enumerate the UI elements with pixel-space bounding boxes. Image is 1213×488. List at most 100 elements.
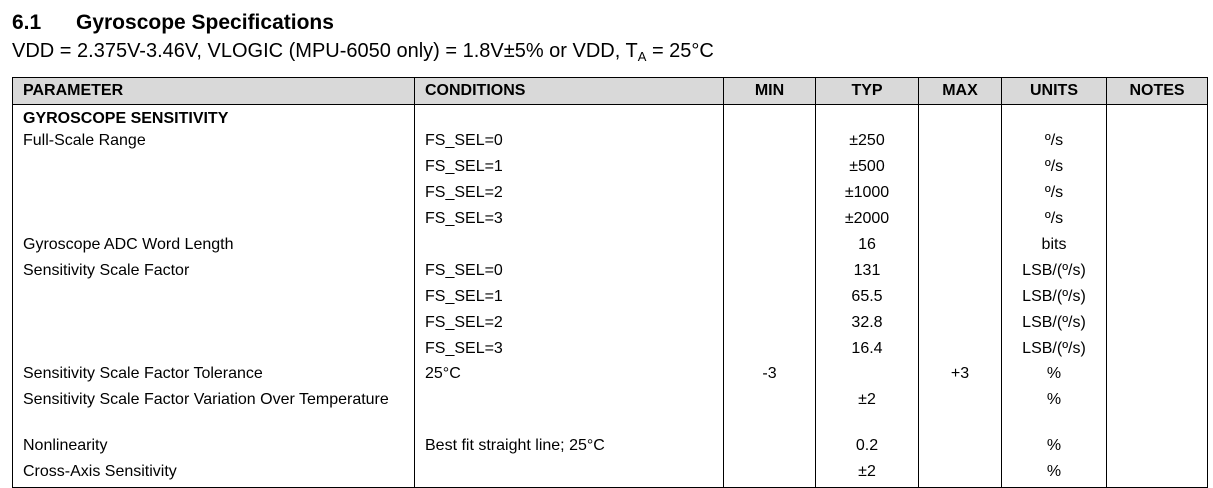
table-row: Gyroscope ADC Word Length 16 bits bbox=[12, 233, 1208, 260]
cell-units: % bbox=[1001, 461, 1107, 488]
cell-notes bbox=[1106, 363, 1208, 390]
cell-typ: ±1000 bbox=[815, 182, 919, 209]
cell-conditions: FS_SEL=0 bbox=[414, 130, 724, 157]
cell-notes bbox=[1106, 337, 1208, 364]
cell-max bbox=[918, 285, 1002, 312]
header-units: UNITS bbox=[1001, 77, 1107, 105]
table-row: Sensitivity Scale Factor Tolerance 25°C -3… bbox=[12, 363, 1208, 390]
cell-max bbox=[918, 311, 1002, 338]
cell-units: % bbox=[1001, 363, 1107, 390]
cell-min bbox=[723, 130, 816, 157]
cell-conditions bbox=[414, 461, 724, 488]
cell-max: +3 bbox=[918, 363, 1002, 390]
table-body: GYROSCOPE SENSITIVITY Full-Scale Range FS_… bbox=[12, 104, 1208, 488]
cell-typ: 65.5 bbox=[815, 285, 919, 312]
cell-conditions: 25°C bbox=[414, 363, 724, 390]
cell-parameter: Full-Scale Range bbox=[12, 130, 415, 157]
cell-notes bbox=[1106, 208, 1208, 234]
header-notes: NOTES bbox=[1106, 77, 1208, 105]
cell-parameter bbox=[12, 156, 415, 183]
cell-parameter bbox=[12, 182, 415, 209]
cell-parameter: Sensitivity Scale Factor Variation Over … bbox=[12, 389, 415, 436]
cell-typ: ±500 bbox=[815, 156, 919, 183]
table-row: Full-Scale Range FS_SEL=0 ±250 º/s bbox=[12, 130, 1208, 157]
table-row: Sensitivity Scale Factor FS_SEL=0 131 LSB/(… bbox=[12, 259, 1208, 286]
cell-max bbox=[918, 130, 1002, 157]
cell-notes bbox=[1106, 182, 1208, 209]
cell-max bbox=[918, 182, 1002, 209]
cell-max bbox=[918, 337, 1002, 364]
header-min: MIN bbox=[723, 77, 816, 105]
cell-conditions: FS_SEL=3 bbox=[414, 208, 724, 234]
cell-typ: 131 bbox=[815, 259, 919, 286]
cell-max bbox=[918, 389, 1002, 436]
conditions-subscript: A bbox=[637, 49, 647, 64]
cell-min bbox=[723, 233, 816, 260]
cell-max bbox=[918, 259, 1002, 286]
cell-typ bbox=[815, 104, 919, 131]
cell-notes bbox=[1106, 461, 1208, 488]
cell-max bbox=[918, 461, 1002, 488]
cell-conditions: FS_SEL=3 bbox=[414, 337, 724, 364]
cell-min bbox=[723, 389, 816, 436]
cell-notes bbox=[1106, 285, 1208, 312]
table-header-row: PARAMETER CONDITIONS MIN TYP MAX UNITS N… bbox=[12, 77, 1208, 105]
cell-parameter: Nonlinearity bbox=[12, 435, 415, 462]
cell-min bbox=[723, 337, 816, 364]
cell-notes bbox=[1106, 233, 1208, 260]
cell-notes bbox=[1106, 130, 1208, 157]
table-row: FS_SEL=2 32.8 LSB/(º/s) bbox=[12, 311, 1208, 338]
table-row: Sensitivity Scale Factor Variation Over … bbox=[12, 389, 1208, 436]
cell-notes bbox=[1106, 311, 1208, 338]
cell-typ: ±2000 bbox=[815, 208, 919, 234]
cell-parameter: Sensitivity Scale Factor bbox=[12, 259, 415, 286]
cell-notes bbox=[1106, 389, 1208, 436]
cell-units: % bbox=[1001, 435, 1107, 462]
cell-min bbox=[723, 182, 816, 209]
cell-typ bbox=[815, 363, 919, 390]
cell-units: LSB/(º/s) bbox=[1001, 311, 1107, 338]
cell-conditions: FS_SEL=1 bbox=[414, 156, 724, 183]
cell-typ: 16 bbox=[815, 233, 919, 260]
cell-max bbox=[918, 233, 1002, 260]
cell-units: º/s bbox=[1001, 130, 1107, 157]
cell-min bbox=[723, 461, 816, 488]
cell-min bbox=[723, 259, 816, 286]
cell-typ: 0.2 bbox=[815, 435, 919, 462]
cell-units bbox=[1001, 104, 1107, 131]
table-row: FS_SEL=1 ±500 º/s bbox=[12, 156, 1208, 183]
cell-units: bits bbox=[1001, 233, 1107, 260]
cell-conditions: FS_SEL=1 bbox=[414, 285, 724, 312]
table-row: FS_SEL=2 ±1000 º/s bbox=[12, 182, 1208, 209]
cell-typ: ±2 bbox=[815, 461, 919, 488]
cell-conditions: FS_SEL=2 bbox=[414, 182, 724, 209]
cell-min bbox=[723, 435, 816, 462]
cell-units: º/s bbox=[1001, 208, 1107, 234]
cell-conditions: FS_SEL=2 bbox=[414, 311, 724, 338]
cell-notes bbox=[1106, 259, 1208, 286]
table-row: GYROSCOPE SENSITIVITY bbox=[12, 104, 1208, 131]
cell-parameter: Sensitivity Scale Factor Tolerance bbox=[12, 363, 415, 390]
table-row: Cross-Axis Sensitivity ±2% bbox=[12, 461, 1208, 488]
cell-notes bbox=[1106, 435, 1208, 462]
cell-min bbox=[723, 104, 816, 131]
conditions-suffix: = 25°C bbox=[646, 40, 714, 62]
table-row: FS_SEL=3 ±2000 º/s bbox=[12, 208, 1208, 234]
cell-conditions bbox=[414, 233, 724, 260]
group-title-gyroscope-sensitivity: GYROSCOPE SENSITIVITY bbox=[12, 104, 415, 131]
table-row: Nonlinearity Best fit straight line; 25°C… bbox=[12, 435, 1208, 462]
header-max: MAX bbox=[918, 77, 1002, 105]
section-heading: 6.1 Gyroscope Specifications bbox=[12, 10, 334, 36]
cell-max bbox=[918, 104, 1002, 131]
cell-typ: 16.4 bbox=[815, 337, 919, 364]
cell-parameter bbox=[12, 208, 415, 234]
section-number: 6.1 bbox=[12, 11, 42, 34]
cell-units: % bbox=[1001, 389, 1107, 436]
header-typ: TYP bbox=[815, 77, 919, 105]
gyroscope-spec-table: PARAMETER CONDITIONS MIN TYP MAX UNITS N… bbox=[12, 77, 1208, 488]
cell-parameter bbox=[12, 337, 415, 364]
cell-units: º/s bbox=[1001, 156, 1107, 183]
cell-min bbox=[723, 208, 816, 234]
cell-conditions bbox=[414, 389, 724, 436]
cell-parameter: Gyroscope ADC Word Length bbox=[12, 233, 415, 260]
